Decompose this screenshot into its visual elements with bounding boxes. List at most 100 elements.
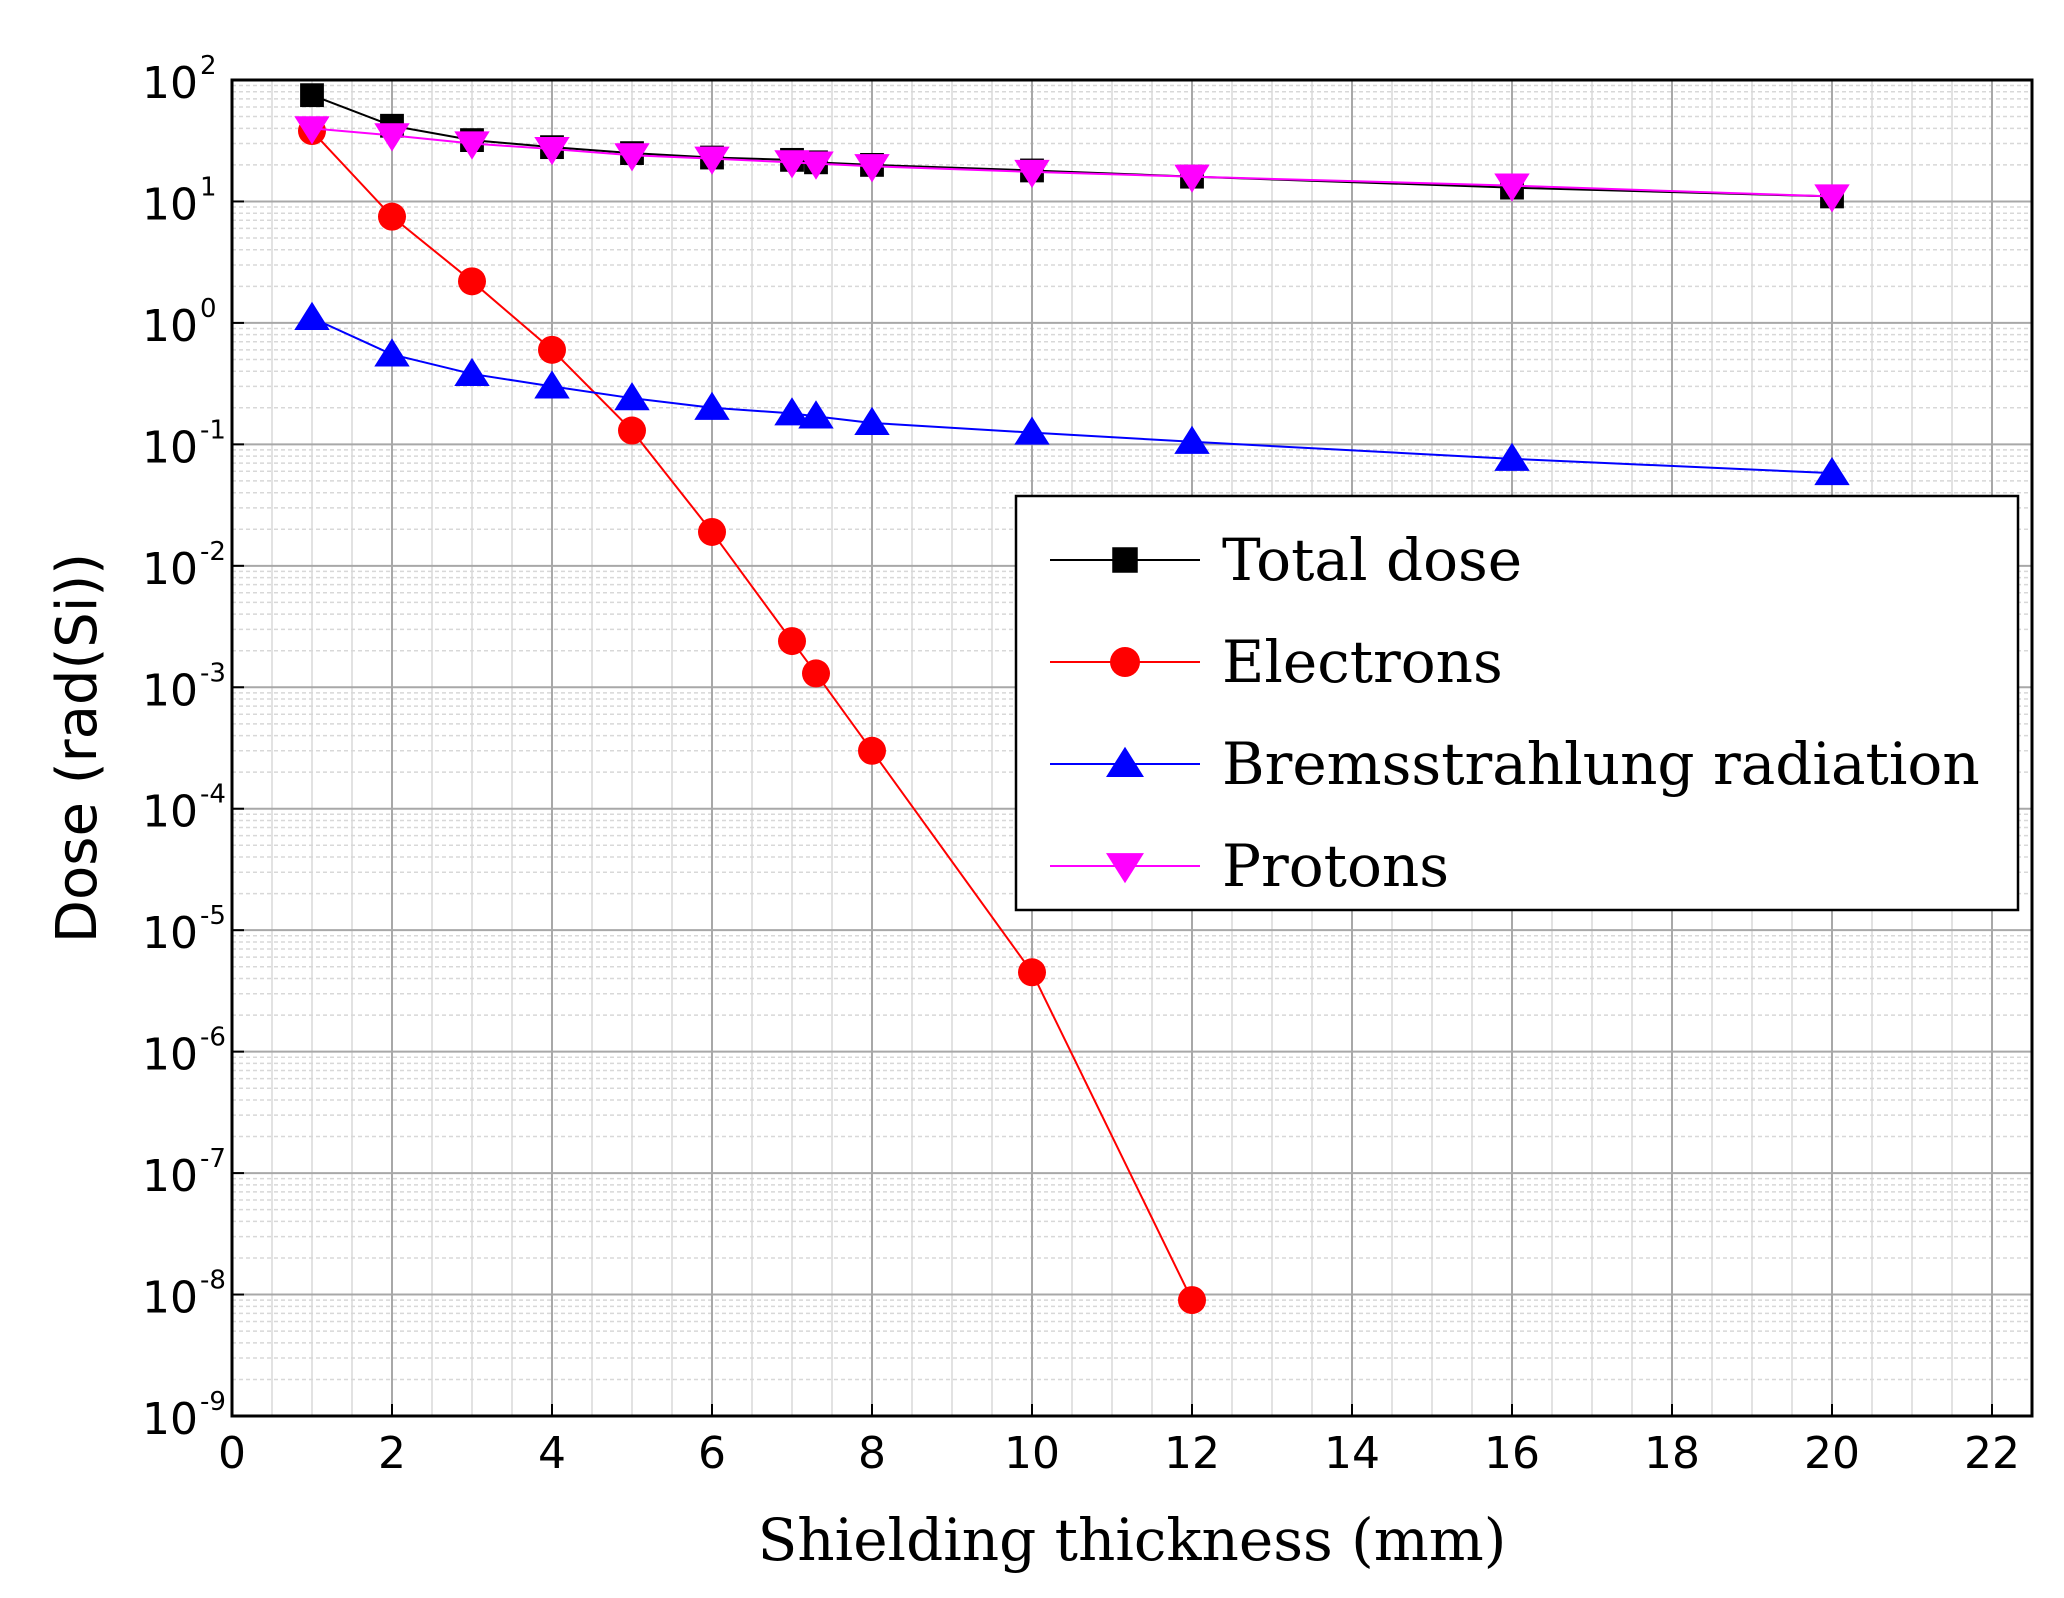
y-tick-exponent: 0	[200, 294, 217, 324]
legend-item: Protons	[1050, 832, 1449, 900]
x-tick-label: 8	[858, 1428, 886, 1479]
x-tick-label: 10	[1004, 1428, 1060, 1479]
y-tick-label: 10 -2	[142, 537, 226, 595]
y-tick-base: 10	[142, 787, 198, 838]
x-tick-label: 0	[218, 1428, 246, 1479]
y-tick-base: 10	[142, 179, 198, 230]
data-point	[1494, 442, 1530, 471]
y-tick-label: 10 -9	[142, 1387, 226, 1445]
legend-label: Total dose	[1222, 526, 1522, 594]
legend-item: Bremsstrahlung radiation	[1050, 730, 1980, 798]
y-tick-base: 10	[142, 1151, 198, 1202]
y-tick-exponent: -9	[200, 1387, 226, 1417]
data-point	[798, 400, 834, 429]
data-point	[374, 123, 410, 152]
x-tick-label: 4	[538, 1428, 566, 1479]
data-point	[454, 131, 490, 160]
y-tick-label: 10 -6	[142, 1023, 226, 1081]
x-tick-label: 20	[1804, 1428, 1860, 1479]
x-tick-label: 16	[1484, 1428, 1540, 1479]
data-point	[1014, 159, 1050, 189]
y-tick-label: 10 -1	[142, 415, 226, 473]
y-tick-base: 10	[142, 1273, 198, 1324]
y-tick-exponent: 2	[200, 51, 217, 81]
y-axis-title: Dose (rad(Si))	[45, 553, 110, 943]
data-point	[614, 382, 650, 411]
data-point	[774, 397, 810, 426]
x-tick-label: 22	[1964, 1428, 2020, 1479]
data-point	[694, 391, 730, 420]
data-point	[854, 154, 890, 183]
data-point	[1814, 184, 1850, 213]
data-point	[454, 357, 490, 387]
data-point	[802, 659, 830, 688]
y-tick-label: 10 -4	[142, 780, 226, 838]
data-point	[1494, 173, 1530, 202]
data-point	[1814, 456, 1850, 486]
data-point	[538, 335, 566, 364]
x-tick-label: 18	[1644, 1428, 1700, 1479]
x-tick-label: 6	[698, 1428, 726, 1479]
y-tick-base: 10	[142, 58, 198, 109]
y-tick-base: 10	[142, 301, 198, 352]
legend-label: Electrons	[1222, 628, 1503, 696]
y-tick-exponent: -2	[200, 537, 226, 567]
data-point	[378, 202, 406, 231]
data-point	[1014, 416, 1050, 445]
legend-marker	[1112, 547, 1138, 573]
data-point	[458, 267, 486, 296]
legend-marker	[1106, 853, 1144, 884]
y-tick-base: 10	[142, 665, 198, 716]
data-point	[854, 406, 890, 436]
data-point	[778, 627, 806, 656]
y-tick-label: 10 2	[142, 51, 217, 109]
y-tick-base: 10	[142, 1394, 198, 1445]
y-tick-label: 10 0	[142, 294, 217, 352]
legend-label: Bremsstrahlung radiation	[1222, 730, 1980, 798]
y-tick-label: 10 -7	[142, 1144, 226, 1202]
data-point	[534, 136, 570, 166]
series-layer	[294, 83, 1850, 1315]
y-tick-label: 10 1	[142, 172, 217, 230]
y-tick-exponent: -1	[200, 415, 226, 445]
data-point	[534, 370, 570, 399]
legend-item: Total dose	[1050, 526, 1522, 594]
legend-box	[1014, 494, 2020, 912]
data-point	[1174, 164, 1210, 193]
y-tick-exponent: -3	[200, 658, 226, 688]
x-tick-label: 14	[1324, 1428, 1380, 1479]
data-point	[798, 151, 834, 180]
data-point	[858, 736, 886, 765]
y-tick-base: 10	[142, 422, 198, 473]
y-tick-exponent: -6	[200, 1023, 226, 1053]
x-axis-title: Shielding thickness (mm)	[758, 1506, 1507, 1574]
y-tick-label: 10 -3	[142, 658, 226, 716]
y-tick-label: 10 -8	[142, 1266, 226, 1324]
data-point	[294, 116, 330, 145]
series-protons	[294, 116, 1850, 213]
x-tick-label: 12	[1164, 1428, 1220, 1479]
data-point	[294, 301, 330, 330]
y-tick-exponent: -8	[200, 1266, 226, 1296]
y-tick-base: 10	[142, 544, 198, 595]
plot-frame	[230, 78, 2034, 1418]
legend-item: Electrons	[1050, 628, 1503, 696]
y-tick-exponent: 1	[200, 172, 217, 202]
data-point	[614, 143, 650, 172]
y-tick-exponent: -5	[200, 901, 226, 931]
legend-label: Protons	[1222, 832, 1449, 900]
series-bremsstrahlung-radiation	[294, 301, 1850, 486]
data-point	[300, 83, 324, 108]
x-axis-ticks: 0 2 4 6 8 10 12 14 16 18 20 22	[218, 1404, 2020, 1479]
legend-marker	[1106, 746, 1144, 777]
x-tick-label: 2	[378, 1428, 406, 1479]
y-tick-exponent: -4	[200, 780, 226, 810]
y-tick-label: 10 -5	[142, 901, 226, 959]
legend-marker	[1110, 647, 1140, 677]
y-tick-exponent: -7	[200, 1144, 226, 1174]
data-point	[774, 150, 810, 179]
data-point	[698, 517, 726, 546]
y-tick-base: 10	[142, 908, 198, 959]
